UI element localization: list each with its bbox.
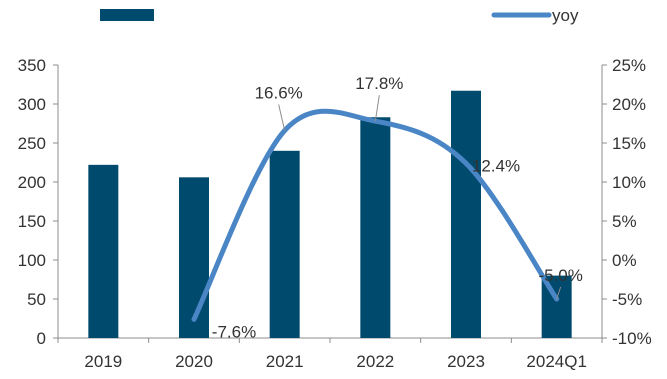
left-tick-label: 300 <box>18 95 46 114</box>
x-tick-label: 2024Q1 <box>526 352 587 371</box>
bar <box>451 90 481 339</box>
right-tick-label: 10% <box>612 173 646 192</box>
left-tick-label: 250 <box>18 134 46 153</box>
label-leader-line <box>278 104 286 131</box>
left-tick-label: 200 <box>18 173 46 192</box>
left-tick-label: 50 <box>27 290 46 309</box>
yoy-data-label: -5.0% <box>538 266 582 285</box>
x-axis: 2019 2020 2021 2022 2023 2024Q1 <box>57 337 603 371</box>
right-tick-label: 0% <box>612 251 637 270</box>
yoy-data-label: -7.6% <box>212 322 256 341</box>
legend-swatch-bars <box>100 9 154 21</box>
yoy-data-label: 17.8% <box>355 74 403 93</box>
label-leader-line <box>374 95 380 122</box>
right-tick-label: -5% <box>612 290 642 309</box>
yoy-point <box>191 316 197 322</box>
bar <box>360 117 391 338</box>
legend: yoy <box>100 6 579 25</box>
left-tick-label: 150 <box>18 212 46 231</box>
data-labels: -7.6% 16.6% 17.8% 12.4% -5.0% <box>212 74 583 341</box>
yoy-point <box>463 160 469 166</box>
x-tick-label: 2020 <box>175 352 213 371</box>
right-tick-label: 15% <box>612 134 646 153</box>
x-tick-label: 2019 <box>84 352 122 371</box>
right-tick-label: 25% <box>612 56 646 75</box>
left-tick-label: 0 <box>37 329 46 348</box>
bar-series <box>88 90 572 339</box>
bar <box>88 164 119 338</box>
label-leader-line <box>556 286 562 300</box>
legend-label-yoy: yoy <box>552 6 579 25</box>
left-tick-label: 100 <box>18 251 46 270</box>
right-y-axis: -10% -5% 0% 5% 10% 15% 20% 25% <box>601 56 652 348</box>
x-tick-label: 2022 <box>356 352 394 371</box>
x-tick-label: 2023 <box>447 352 485 371</box>
right-tick-label: 5% <box>612 212 637 231</box>
right-tick-label: 20% <box>612 95 646 114</box>
left-tick-label: 350 <box>18 56 46 75</box>
yoy-data-label: 16.6% <box>255 84 303 103</box>
bar <box>269 150 300 338</box>
bar <box>179 177 209 338</box>
x-tick-label: 2021 <box>266 352 304 371</box>
right-tick-label: -10% <box>612 329 652 348</box>
yoy-data-label: 12.4% <box>472 156 520 175</box>
left-y-axis: 0 50 100 150 200 250 300 350 <box>18 56 59 348</box>
